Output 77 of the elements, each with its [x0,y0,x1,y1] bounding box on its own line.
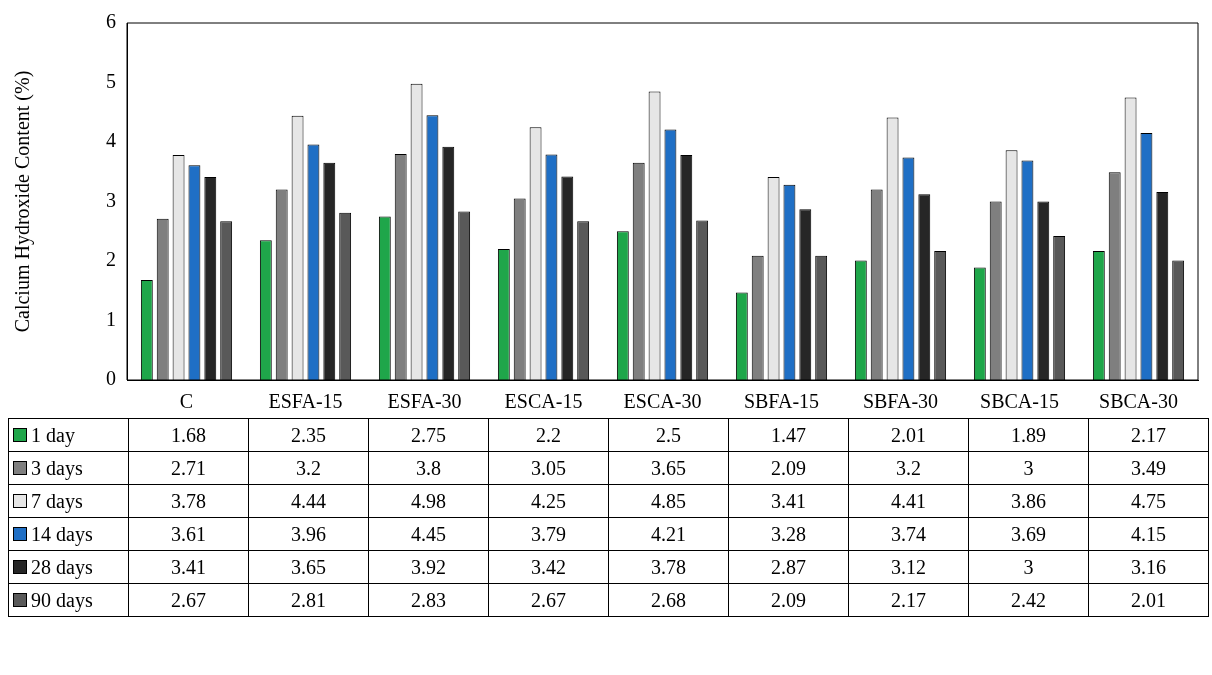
y-tick-label: 5 [106,69,116,92]
data-label: 4.21 [608,517,729,551]
data-label: 2.09 [728,583,849,617]
x-tick-label: SBFA-15 [743,390,820,413]
data-label: 2.17 [848,583,969,617]
data-label: 2.67 [488,583,609,617]
data-label: 2.17 [1088,418,1209,452]
data-label: 3.2 [848,451,969,485]
data-label: 3.69 [968,517,1089,551]
data-label: 3.78 [128,484,249,518]
data-label: 3 [968,451,1089,485]
x-tick-label: SBCA-15 [980,390,1059,413]
x-tick-label: SBCA-30 [1099,390,1178,413]
data-label: 4.75 [1088,484,1209,518]
y-tick-label: 0 [106,367,116,390]
data-label: 3.79 [488,517,609,551]
y-axis-title: Calcium Hydroxide Content (%) [11,70,35,333]
data-label: 1.89 [968,418,1089,452]
legend-label: 3 days [31,456,83,479]
data-label: 3.92 [368,550,489,584]
y-tick-label: 6 [106,10,116,33]
legend-label: 28 days [31,555,93,578]
legend-label: 1 day [31,423,75,446]
data-label: 3.86 [968,484,1089,518]
data-label: 2.87 [728,550,849,584]
data-label: 2.5 [608,418,729,452]
x-tick-label: ESFA-15 [268,390,343,413]
data-label: 3.61 [128,517,249,551]
data-label: 2.71 [128,451,249,485]
data-label: 3 [968,550,1089,584]
data-label: 4.85 [608,484,729,518]
x-tick-label: ESCA-30 [623,390,702,413]
legend-label: 14 days [31,522,93,545]
data-label: 1.68 [128,418,249,452]
data-label: 2.2 [488,418,609,452]
data-label: 2.35 [248,418,369,452]
data-label: 3.28 [728,517,849,551]
y-tick-label: 2 [106,248,116,271]
data-label: 2.75 [368,418,489,452]
x-tick-label: ESCA-15 [504,390,583,413]
x-tick-label: ESFA-30 [387,390,462,413]
data-label: 3.05 [488,451,609,485]
data-label: 3.16 [1088,550,1209,584]
data-label: 2.09 [728,451,849,485]
data-label: 3.41 [128,550,249,584]
legend-label: 90 days [31,588,93,611]
y-tick-label: 4 [106,129,116,152]
data-label: 3.12 [848,550,969,584]
data-label: 2.01 [848,418,969,452]
data-label: 2.67 [128,583,249,617]
data-label: 4.44 [248,484,369,518]
data-label: 3.41 [728,484,849,518]
data-label: 4.98 [368,484,489,518]
data-label: 4.25 [488,484,609,518]
legend-label: 7 days [31,489,83,512]
data-label: 3.8 [368,451,489,485]
data-label: 3.42 [488,550,609,584]
data-label: 3.78 [608,550,729,584]
x-tick-label: SBFA-30 [862,390,939,413]
data-label: 4.15 [1088,517,1209,551]
data-label: 3.65 [248,550,369,584]
x-tick-label: C [179,390,194,413]
data-label: 4.45 [368,517,489,551]
y-tick-label: 3 [106,188,116,211]
data-label: 2.81 [248,583,369,617]
data-label: 3.49 [1088,451,1209,485]
data-label: 2.83 [368,583,489,617]
data-label: 2.68 [608,583,729,617]
y-tick-label: 1 [106,307,116,330]
data-label: 4.41 [848,484,969,518]
data-label: 1.47 [728,418,849,452]
data-label: 3.74 [848,517,969,551]
data-label: 3.96 [248,517,369,551]
data-label: 2.42 [968,583,1089,617]
data-label: 2.01 [1088,583,1209,617]
data-label: 3.65 [608,451,729,485]
data-label: 3.2 [248,451,369,485]
